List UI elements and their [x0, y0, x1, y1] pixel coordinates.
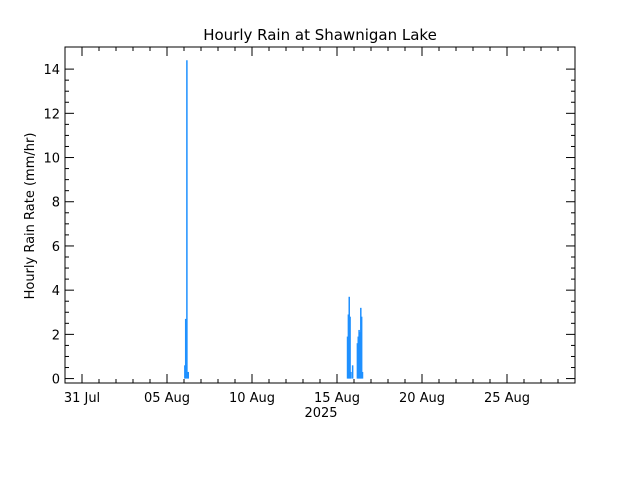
- rain-bar: [351, 365, 354, 379]
- x-tick-label: 25 Aug: [484, 391, 530, 406]
- rain-bar: [186, 60, 188, 379]
- rain-bar: [187, 371, 189, 379]
- rain-bar: [360, 316, 363, 379]
- rain-bar: [184, 318, 187, 379]
- x-tick-label: 10 Aug: [229, 391, 275, 406]
- y-tick-label: 6: [52, 240, 60, 255]
- y-tick-label: 8: [52, 196, 60, 211]
- y-tick-label: 2: [52, 328, 60, 343]
- x-tick-label: 20 Aug: [399, 391, 445, 406]
- y-tick-label: 10: [43, 152, 60, 167]
- y-tick-label: 0: [52, 373, 60, 388]
- x-tick-label: 15 Aug: [314, 391, 360, 406]
- y-tick-label: 12: [43, 107, 60, 122]
- rain-bar: [361, 371, 364, 379]
- rain-bar: [358, 329, 360, 379]
- rain-bar: [184, 365, 186, 379]
- rain-bar: [359, 332, 361, 379]
- y-axis-label: Hourly Rain Rate (mm/hr): [23, 133, 38, 300]
- bar-series: [184, 60, 364, 379]
- x-tick-label: 05 Aug: [144, 391, 190, 406]
- y-tick-label: 14: [43, 63, 60, 78]
- rain-bar: [348, 296, 350, 379]
- rain-bar: [346, 336, 349, 379]
- rain-bar: [357, 336, 359, 379]
- y-tick-label: 4: [52, 284, 60, 299]
- chart-title: Hourly Rain at Shawnigan Lake: [203, 26, 437, 44]
- rain-bar: [350, 371, 352, 379]
- rain-bar: [347, 314, 350, 379]
- axes: 0 2 4 6 8 10 12 14 31 Jul 05 Aug 10 Aug 15 Aug 20 Au…: [43, 46, 576, 406]
- rain-bar: [360, 307, 362, 379]
- rain-bar: [349, 316, 351, 379]
- x-axis-label: 2025: [304, 406, 337, 421]
- rain-bar: [356, 343, 359, 379]
- x-tick-label: 31 Jul: [64, 391, 100, 406]
